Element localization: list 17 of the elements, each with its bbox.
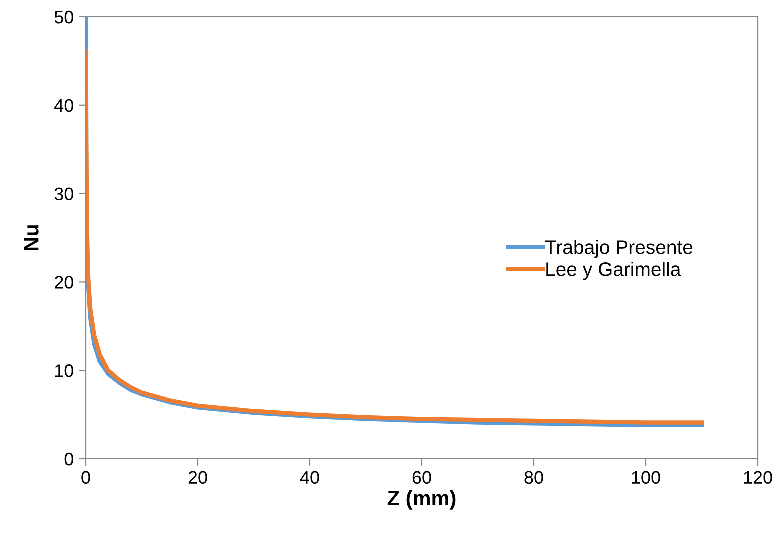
- legend-label: Lee y Garimella: [546, 262, 682, 280]
- x-tick-label: 60: [412, 471, 432, 484]
- x-tick-label: 80: [524, 471, 544, 484]
- y-tick-label: 30: [54, 188, 74, 201]
- y-axis-title: Nu: [24, 225, 39, 250]
- x-axis-title: Z (mm): [388, 490, 456, 510]
- y-tick-label: 20: [55, 276, 74, 289]
- y-tick-label: 0: [64, 452, 74, 466]
- x-tick-label: 40: [300, 471, 320, 484]
- y-tick-label: 50: [54, 10, 74, 24]
- x-tick-label: 20: [188, 471, 208, 484]
- legend-label: Trabajo Presente: [545, 240, 693, 258]
- x-tick-label: 0: [82, 471, 90, 484]
- x-tick-label: 100: [632, 471, 660, 484]
- x-tick-label: 120: [744, 471, 772, 484]
- y-tick-label: 10: [55, 364, 74, 378]
- y-tick-label: 40: [54, 99, 74, 112]
